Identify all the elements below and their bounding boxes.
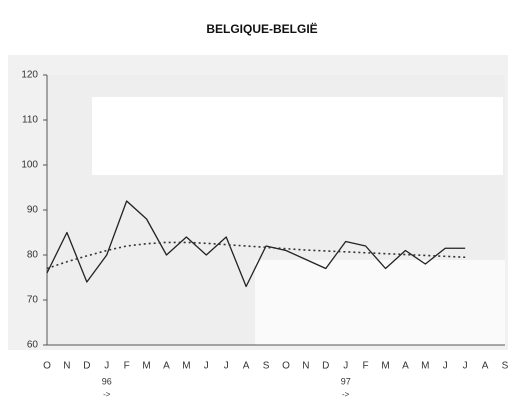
- x-tick-label: O: [43, 361, 51, 372]
- x-tick-label: A: [402, 361, 409, 372]
- plot-highlight: [92, 97, 503, 175]
- y-tick-label: 120: [21, 70, 38, 81]
- x-tick-label: J: [343, 361, 348, 372]
- x-tick-label: J: [443, 361, 448, 372]
- x-tick-label: J: [204, 361, 209, 372]
- year-arrow: ->: [103, 390, 111, 399]
- x-tick-label: J: [224, 361, 229, 372]
- x-tick-label: N: [302, 361, 309, 372]
- year-label: 97: [341, 376, 351, 386]
- x-tick-label: M: [381, 361, 389, 372]
- x-tick-label: M: [142, 361, 150, 372]
- y-tick-label: 60: [27, 340, 39, 351]
- y-tick-label: 100: [21, 160, 38, 171]
- y-tick-label: 80: [27, 250, 39, 261]
- x-tick-label: A: [482, 361, 489, 372]
- x-tick-label: S: [502, 361, 509, 372]
- x-tick-label: F: [124, 361, 130, 372]
- y-tick-label: 70: [27, 295, 39, 306]
- year-label: 96: [102, 376, 112, 386]
- x-tick-label: J: [463, 361, 468, 372]
- x-tick-label: D: [322, 361, 329, 372]
- x-tick-label: D: [83, 361, 90, 372]
- x-tick-label: M: [421, 361, 429, 372]
- y-tick-label: 90: [27, 205, 39, 216]
- x-tick-label: F: [363, 361, 369, 372]
- x-tick-label: N: [63, 361, 70, 372]
- year-arrow: ->: [342, 390, 350, 399]
- x-tick-label: M: [182, 361, 190, 372]
- y-tick-label: 110: [22, 115, 38, 126]
- x-tick-label: A: [243, 361, 250, 372]
- plot-highlight: [255, 260, 505, 345]
- x-tick-label: J: [104, 361, 109, 372]
- x-tick-label: O: [282, 361, 290, 372]
- chart-title: BELGIQUE-BELGIË: [206, 21, 317, 36]
- x-tick-label: S: [263, 361, 270, 372]
- x-tick-label: A: [163, 361, 170, 372]
- data-line: [46, 200, 466, 288]
